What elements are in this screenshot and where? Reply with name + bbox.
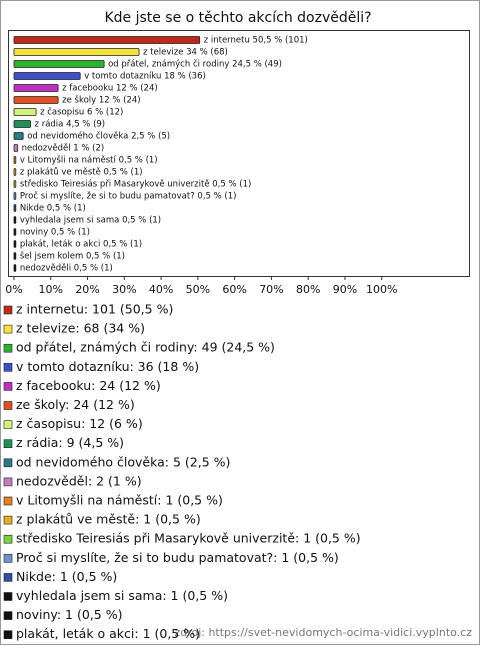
x-tick-label: 10% <box>39 283 63 296</box>
legend-swatch <box>3 553 13 563</box>
value-label: z facebooku 12 % (24) <box>62 84 158 94</box>
legend-label: z televize: 68 (34 %) <box>16 321 145 336</box>
x-tick-label: 90% <box>333 283 357 296</box>
bar <box>13 144 19 152</box>
legend-label: noviny: 1 (0,5 %) <box>16 607 122 622</box>
value-label: nedozvěděli 0,5 % (1) <box>20 264 113 274</box>
bar <box>13 192 17 200</box>
legend-swatch <box>3 515 13 525</box>
legend-swatch <box>3 496 13 506</box>
chart-title: Kde jste se o těchto akcích dozvěděli? <box>104 10 371 26</box>
bar <box>13 120 31 128</box>
legend-swatch <box>3 382 13 391</box>
bar <box>13 132 24 140</box>
legend-label: středisko Teiresiás při Masarykově unive… <box>16 531 361 546</box>
x-tick-label: 80% <box>296 283 320 296</box>
bar <box>13 216 17 224</box>
legend-swatch <box>3 611 13 620</box>
value-label: Nikde 0,5 % (1) <box>20 204 86 214</box>
value-label: z internetu 50,5 % (101) <box>204 36 308 46</box>
legend-swatch <box>3 534 13 544</box>
bar <box>13 48 140 56</box>
bar <box>13 252 17 260</box>
x-tick-label: 20% <box>75 283 99 296</box>
value-label: noviny 0,5 % (1) <box>20 228 90 238</box>
bar <box>13 156 17 164</box>
value-label: vyhledala jsem si sama 0,5 % (1) <box>20 216 161 226</box>
legend-label: v tomto dotazníku: 36 (18 %) <box>16 359 199 374</box>
x-tick-label: 40% <box>149 283 173 296</box>
bar <box>13 36 201 44</box>
legend-label: v Litomyšli na náměstí: 1 (0,5 %) <box>16 493 223 508</box>
value-label: z rádia 4,5 % (9) <box>35 120 106 130</box>
legend-swatch <box>3 573 13 582</box>
legend-label: vyhledala jsem si sama: 1 (0,5 %) <box>16 588 228 603</box>
legend-swatch <box>3 343 13 353</box>
legend-swatch <box>3 324 13 334</box>
value-label: Proč si myslíte, že si to budu pamatovat… <box>20 191 237 202</box>
value-label: ze školy 12 % (24) <box>62 95 140 106</box>
legend-label: od nevidomého člověka: 5 (2,5 %) <box>16 454 230 469</box>
bar <box>13 264 17 272</box>
legend-label: ze školy: 24 (12 %) <box>16 397 135 412</box>
legend-swatch <box>3 630 13 640</box>
bar <box>13 204 17 212</box>
legend-label: z plakátů ve městě: 1 (0,5 %) <box>16 512 201 527</box>
legend-label: z rádia: 9 (4,5 %) <box>16 435 124 450</box>
legend-swatch <box>3 420 13 429</box>
bar <box>13 108 37 116</box>
legend-swatch <box>3 458 13 468</box>
legend-label: z internetu: 101 (50,5 %) <box>16 302 173 317</box>
legend-label: z facebooku: 24 (12 %) <box>16 378 161 393</box>
value-label: plakát, leták o akci 0,5 % (1) <box>20 240 142 250</box>
legend-label: Nikde: 1 (0,5 %) <box>16 569 117 584</box>
value-label: v Litomyšli na náměstí 0,5 % (1) <box>20 155 158 166</box>
value-label: v tomto dotazníku 18 % (36) <box>84 72 206 82</box>
value-label: nedozvěděl 1 % (2) <box>22 144 105 154</box>
value-label: z televize 34 % (68) <box>143 48 228 58</box>
x-tick-label: 60% <box>222 283 246 296</box>
source: zdroj: https://svet-nevidomych-ocima-vid… <box>174 626 472 639</box>
bar <box>13 180 17 188</box>
value-label: od přátel, známých či rodiny 24,5 % (49) <box>108 59 282 70</box>
legend-label: z časopisu: 12 (6 %) <box>16 416 143 431</box>
bar <box>13 84 59 92</box>
value-label: šel jsem kolem 0,5 % (1) <box>20 251 125 262</box>
value-label: z časopisu 6 % (12) <box>40 107 123 118</box>
legend-label: nedozvěděl: 2 (1 %) <box>16 473 142 488</box>
legend-swatch <box>3 362 13 372</box>
value-label: z plakátů ve městě 0,5 % (1) <box>20 167 143 178</box>
bar <box>13 228 17 236</box>
bar <box>13 168 17 176</box>
bar <box>13 72 81 80</box>
value-label: od nevidomého člověka 2,5 % (5) <box>27 131 170 142</box>
x-tick-label: 0% <box>5 283 22 296</box>
legend-swatch <box>3 401 13 410</box>
legend-swatch <box>3 439 13 449</box>
legend-label: od přátel, známých či rodiny: 49 (24,5 %… <box>16 340 275 355</box>
legend-label: Proč si myslíte, že si to budu pamatovat… <box>16 550 339 565</box>
x-tick-label: 50% <box>186 283 210 296</box>
legend-swatch <box>3 592 13 601</box>
x-tick-label: 100% <box>366 283 397 296</box>
bar <box>13 60 105 68</box>
plot-frame <box>8 30 470 277</box>
x-tick-label: 30% <box>112 283 136 296</box>
legend-label: plakát, leták o akci: 1 (0,5 %) <box>16 626 200 641</box>
bar <box>13 240 17 248</box>
value-label: středisko Teiresiás při Masarykově unive… <box>20 180 251 190</box>
legend-swatch <box>3 477 13 487</box>
legend-swatch <box>3 305 13 315</box>
bar <box>13 96 59 104</box>
x-tick-label: 70% <box>259 283 283 296</box>
